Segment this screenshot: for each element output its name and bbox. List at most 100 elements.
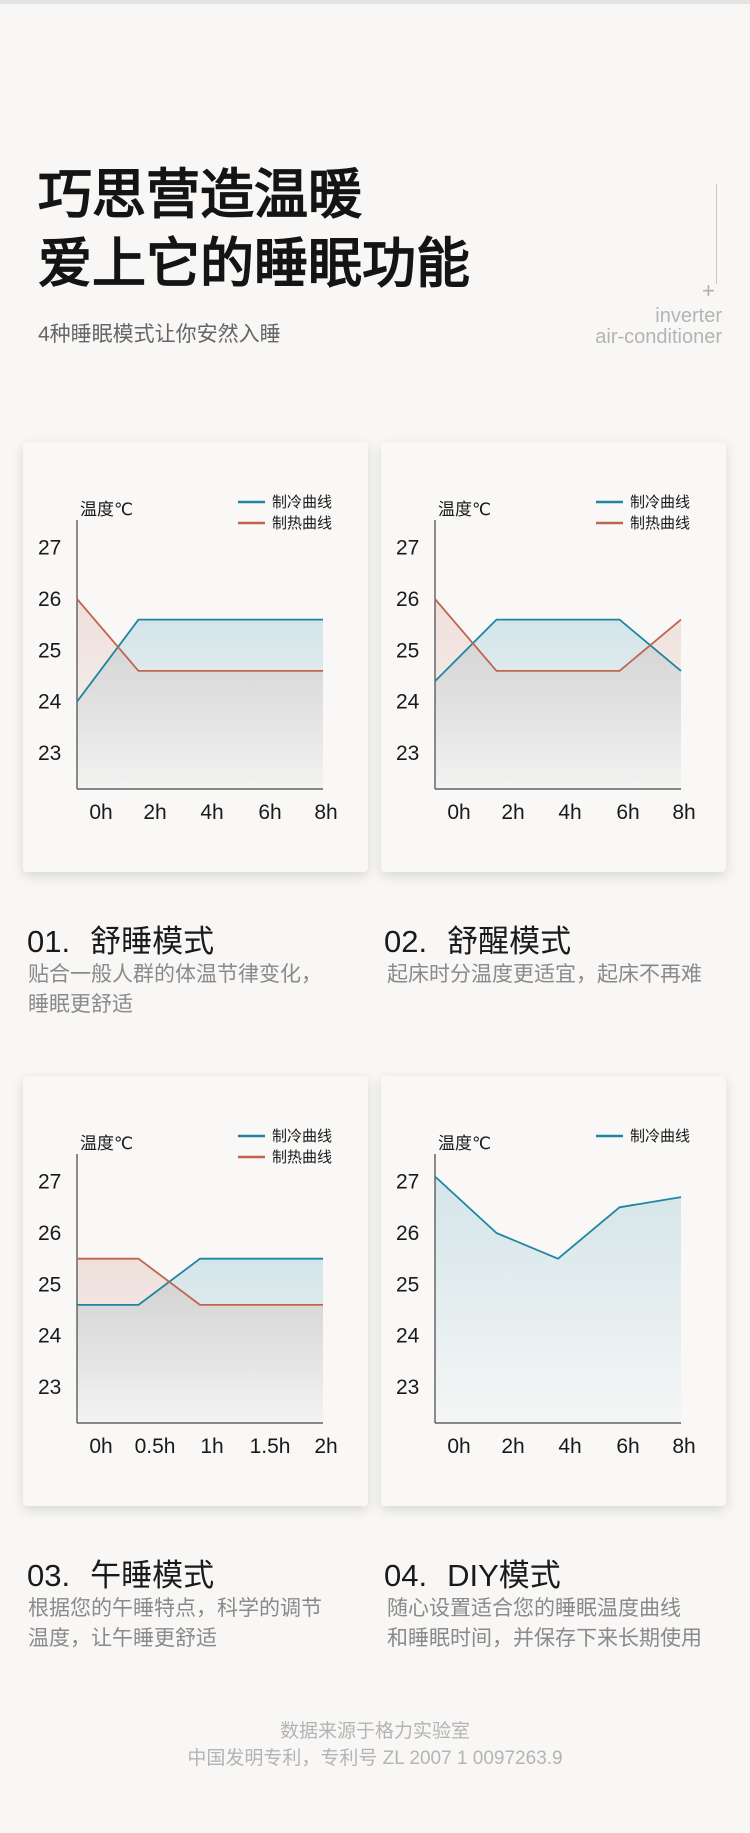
x-tick-label: 0h (89, 801, 112, 824)
y-tick-label: 24 (38, 1325, 62, 1348)
y-tick-label: 27 (396, 1171, 419, 1194)
legend-label: 制冷曲线 (630, 494, 690, 511)
mode-desc-line: 起床时分温度更适宜，起床不再难 (387, 963, 702, 986)
mode-title-2: 02. 舒醒模式 (384, 916, 571, 961)
brand-line1: inverter (655, 305, 722, 327)
mode-name: 舒醒模式 (447, 924, 572, 959)
y-axis-label: 温度℃ (80, 500, 133, 519)
series-area (77, 1258, 323, 1423)
y-tick-label: 27 (396, 537, 419, 560)
x-tick-label: 4h (200, 801, 223, 824)
mode-title-4: 04. DIY模式 (384, 1550, 561, 1595)
page-title-line2: 爱上它的睡眠功能 (38, 232, 470, 295)
series-line (434, 1175, 682, 1260)
mode-title-1: 01. 舒睡模式 (27, 916, 214, 961)
x-tick-label: 2h (143, 801, 166, 824)
y-tick-label: 26 (38, 1222, 61, 1245)
chart-card-3: 23 24 25 26 27 0h 0.5h 1h 1.5h 2h 温度℃ 制冷曲线 制热曲线 (23, 1076, 368, 1506)
legend-label: 制热曲线 (630, 515, 690, 532)
mode-desc-1: 贴合一般人群的体温节律变化， 睡眠更舒适 (28, 960, 322, 1020)
x-tick-label: 2h (501, 1435, 524, 1458)
y-tick-label: 26 (396, 1222, 419, 1245)
mode-name: 午睡模式 (90, 1558, 215, 1593)
series-line (77, 1257, 323, 1306)
decorative-vertical-line (716, 184, 717, 284)
x-tick-label: 4h (558, 1435, 581, 1458)
y-tick-label: 25 (396, 639, 419, 662)
y-tick-label: 24 (396, 691, 420, 714)
y-axis-label: 温度℃ (438, 500, 491, 519)
plus-icon: + (702, 278, 715, 303)
series-area (435, 599, 681, 789)
x-tick-label: 2h (501, 801, 524, 824)
y-tick-label: 23 (396, 1376, 419, 1399)
brand-line2: air-conditioner (595, 326, 722, 348)
legend-label: 制热曲线 (272, 515, 332, 532)
mode-desc-3: 根据您的午睡特点，科学的调节 温度，让午睡更舒适 (28, 1594, 322, 1654)
footer-source: 数据来源于格力实验室 (279, 1721, 470, 1742)
y-tick-label: 24 (38, 691, 62, 714)
legend-label: 制冷曲线 (630, 1128, 690, 1145)
x-tick-label: 8h (314, 801, 337, 824)
y-tick-label: 23 (38, 742, 61, 765)
mode-desc-4: 随心设置适合您的睡眠温度曲线 和睡眠时间，并保存下来长期使用 (387, 1594, 702, 1654)
mode-desc-2: 起床时分温度更适宜，起床不再难 (387, 960, 702, 990)
y-tick-label: 25 (38, 639, 61, 662)
x-tick-label: 8h (672, 1435, 695, 1458)
x-tick-label: 1h (200, 1435, 223, 1458)
mode-name: DIY模式 (447, 1558, 561, 1593)
series-line (434, 618, 682, 682)
mode-number: 03. (27, 1558, 71, 1593)
x-tick-label: 1.5h (250, 1435, 291, 1458)
x-tick-label: 0.5h (135, 1435, 176, 1458)
mode-number: 02. (384, 924, 428, 959)
x-tick-label: 4h (558, 801, 581, 824)
series-line (76, 598, 323, 672)
y-tick-label: 24 (396, 1325, 420, 1348)
y-tick-label: 25 (396, 1273, 419, 1296)
legend-label: 制热曲线 (272, 1149, 332, 1166)
y-tick-label: 26 (38, 588, 61, 611)
mode-number: 01. (27, 924, 71, 959)
series-line (77, 1257, 323, 1306)
brand-tag: inverter air-conditioner (595, 306, 722, 348)
mode-number: 04. (384, 1558, 428, 1593)
legend-label: 制冷曲线 (272, 494, 332, 511)
mode-desc-line: 和睡眠时间，并保存下来长期使用 (387, 1627, 702, 1650)
x-tick-label: 6h (616, 1435, 639, 1458)
page-title: 巧思营造温暖 爱上它的睡眠功能 (38, 160, 470, 298)
chart-card-4: 23 24 25 26 27 0h 2h 4h 6h 8h 温度℃ 制冷曲线 (381, 1076, 726, 1506)
page-title-line1: 巧思营造温暖 (38, 163, 362, 226)
top-divider (0, 0, 750, 4)
x-tick-label: 0h (447, 801, 470, 824)
x-tick-label: 0h (89, 1435, 112, 1458)
chart-card-1: 23 24 25 26 27 0h 2h 4h 6h 8h 温度℃ 制冷曲线制热曲线 (23, 442, 368, 872)
mode-desc-line: 睡眠更舒适 (28, 993, 133, 1016)
y-tick-label: 27 (38, 1171, 61, 1194)
chart-card-2: 23 24 25 26 27 0h 2h 4h 6h 8h 温度℃ 制冷曲线 制热曲线 (381, 442, 726, 872)
page-subtitle: 4种睡眠模式让你安然入睡 (38, 323, 281, 346)
x-tick-label: 8h (672, 801, 695, 824)
chart-4: 23 24 25 26 27 0h 2h 4h 6h 8h 温度℃ 制冷曲线 (396, 1128, 696, 1458)
y-axis-label: 温度℃ (80, 1134, 133, 1153)
series-area (435, 1176, 681, 1423)
y-tick-label: 25 (38, 1273, 61, 1296)
mode-desc-line: 根据您的午睡特点，科学的调节 (28, 1597, 322, 1620)
mode-name: 舒睡模式 (90, 924, 215, 959)
mode-desc-line: 贴合一般人群的体温节律变化， (28, 963, 322, 986)
footer-patent: 中国发明专利，专利号 ZL 2007 1 0097263.9 (187, 1748, 563, 1769)
y-tick-label: 23 (396, 742, 419, 765)
legend-label: 制冷曲线 (272, 1128, 332, 1145)
y-axis-label: 温度℃ (438, 1134, 491, 1153)
x-tick-label: 6h (616, 801, 639, 824)
mode-desc-line: 随心设置适合您的睡眠温度曲线 (387, 1597, 681, 1620)
x-tick-label: 0h (447, 1435, 470, 1458)
series-area (77, 599, 323, 789)
y-tick-label: 27 (38, 537, 61, 560)
mode-desc-line: 温度，让午睡更舒适 (28, 1627, 217, 1650)
mode-title-3: 03. 午睡模式 (27, 1550, 214, 1595)
x-tick-label: 6h (258, 801, 281, 824)
